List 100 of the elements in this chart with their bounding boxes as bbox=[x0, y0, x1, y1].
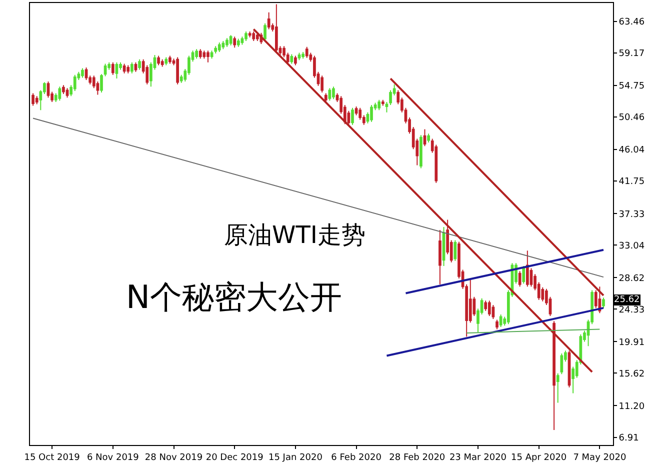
candlestick bbox=[46, 80, 50, 98]
candlestick bbox=[442, 226, 446, 267]
candlestick bbox=[320, 75, 324, 93]
candlestick bbox=[324, 92, 328, 103]
x-tick-label: 20 Dec 2019 bbox=[206, 452, 264, 463]
y-tick-label: 37.33 bbox=[618, 210, 645, 220]
candlestick bbox=[298, 52, 301, 61]
candlestick bbox=[157, 55, 160, 66]
candlestick bbox=[370, 104, 373, 122]
candlestick bbox=[138, 58, 141, 70]
candlestick bbox=[438, 229, 442, 285]
y-tick-label: 54.75 bbox=[618, 82, 645, 92]
y-tick-label: 41.75 bbox=[618, 177, 645, 188]
candlestick bbox=[35, 96, 38, 105]
candlestick bbox=[526, 250, 529, 288]
candlestick bbox=[66, 88, 69, 98]
candlestick bbox=[378, 99, 381, 111]
candlestick bbox=[496, 319, 498, 330]
candlestick bbox=[236, 38, 240, 48]
x-tick-label: 28 Nov 2019 bbox=[144, 452, 203, 463]
x-tick-label: 28 Feb 2020 bbox=[389, 452, 446, 463]
candlestick bbox=[218, 42, 221, 53]
y-tick-label: 6.91 bbox=[618, 433, 639, 444]
candlestick bbox=[168, 55, 172, 64]
candlestick bbox=[423, 128, 426, 147]
candlestick bbox=[134, 62, 138, 72]
candlestick bbox=[385, 102, 388, 113]
y-tick-label: 33.04 bbox=[618, 241, 645, 252]
y-tick-label: 46.04 bbox=[618, 146, 645, 156]
candlestick bbox=[454, 240, 457, 262]
x-tick-label: 15 Jan 2020 bbox=[268, 452, 323, 463]
candlestick bbox=[522, 266, 526, 284]
candlestick bbox=[210, 50, 214, 60]
x-tick-label: 15 Apr 2020 bbox=[511, 452, 567, 463]
candlestick bbox=[73, 74, 76, 92]
y-tick-label: 24.33 bbox=[618, 305, 645, 316]
candlestick bbox=[32, 92, 34, 106]
candlestick bbox=[267, 12, 270, 30]
candlestick bbox=[354, 106, 358, 116]
y-tick-label: 50.46 bbox=[618, 113, 645, 124]
candlestick bbox=[214, 46, 218, 54]
y-tick-label: 59.17 bbox=[618, 49, 645, 60]
candlestick bbox=[233, 36, 236, 48]
candlestick bbox=[290, 54, 294, 64]
candlestick bbox=[84, 66, 88, 80]
candlestick bbox=[264, 22, 266, 42]
candlestick bbox=[111, 62, 114, 76]
candlestick bbox=[488, 300, 491, 317]
candlestick bbox=[552, 320, 556, 430]
y-tick-label: 63.46 bbox=[618, 18, 645, 28]
candlestick bbox=[560, 353, 564, 375]
candlestick bbox=[328, 88, 332, 102]
candlestick bbox=[81, 68, 84, 78]
candlestick bbox=[58, 86, 62, 102]
x-tick-label: 6 Nov 2019 bbox=[86, 452, 140, 463]
candlestick bbox=[229, 34, 232, 46]
annotation: 原油WTI走势 bbox=[224, 221, 366, 249]
candlestick bbox=[492, 304, 495, 320]
y-tick-label: 15.62 bbox=[618, 369, 645, 380]
candlestick bbox=[126, 64, 130, 74]
candlestick bbox=[115, 62, 118, 80]
candlestick bbox=[252, 30, 256, 42]
candlestick bbox=[222, 40, 225, 50]
x-tick-label: 7 May 2020 bbox=[573, 452, 626, 463]
y-tick-label: 28.62 bbox=[618, 274, 645, 284]
x-tick-label: 6 Feb 2020 bbox=[331, 452, 382, 463]
candlestick bbox=[164, 56, 168, 66]
candlestick bbox=[351, 107, 354, 126]
candlestick bbox=[427, 133, 430, 143]
x-tick-label: 23 Mar 2020 bbox=[449, 452, 507, 463]
candlestick bbox=[62, 84, 65, 94]
candlestick bbox=[294, 55, 297, 66]
candlestick bbox=[332, 86, 335, 100]
candlestick bbox=[499, 314, 502, 328]
candlestick bbox=[305, 46, 308, 58]
candlestick bbox=[420, 134, 422, 169]
candlestick bbox=[100, 74, 103, 93]
candlestick bbox=[202, 50, 206, 60]
annotation: 25.62 bbox=[614, 295, 640, 305]
candlestick bbox=[256, 32, 259, 42]
candlestick bbox=[130, 62, 134, 74]
candlestick bbox=[556, 372, 560, 404]
candlestick bbox=[302, 52, 304, 60]
candlestick bbox=[226, 38, 228, 48]
annotation: N个秘密大公开 bbox=[126, 278, 342, 316]
candlestick bbox=[104, 63, 107, 77]
candlestick bbox=[275, 4, 278, 53]
candlestick bbox=[206, 50, 210, 63]
candlestick bbox=[244, 30, 248, 42]
candlestick bbox=[198, 48, 202, 60]
x-tick-label: 15 Oct 2019 bbox=[24, 452, 80, 463]
y-tick-label: 11.20 bbox=[618, 402, 645, 412]
candlestick bbox=[248, 30, 252, 38]
candlestick bbox=[160, 58, 164, 68]
candlestick bbox=[381, 99, 384, 106]
candlestick bbox=[122, 63, 126, 74]
candlestick bbox=[176, 56, 179, 85]
candlestick bbox=[195, 48, 198, 60]
candlestick bbox=[602, 297, 605, 308]
candlestick bbox=[518, 270, 522, 288]
